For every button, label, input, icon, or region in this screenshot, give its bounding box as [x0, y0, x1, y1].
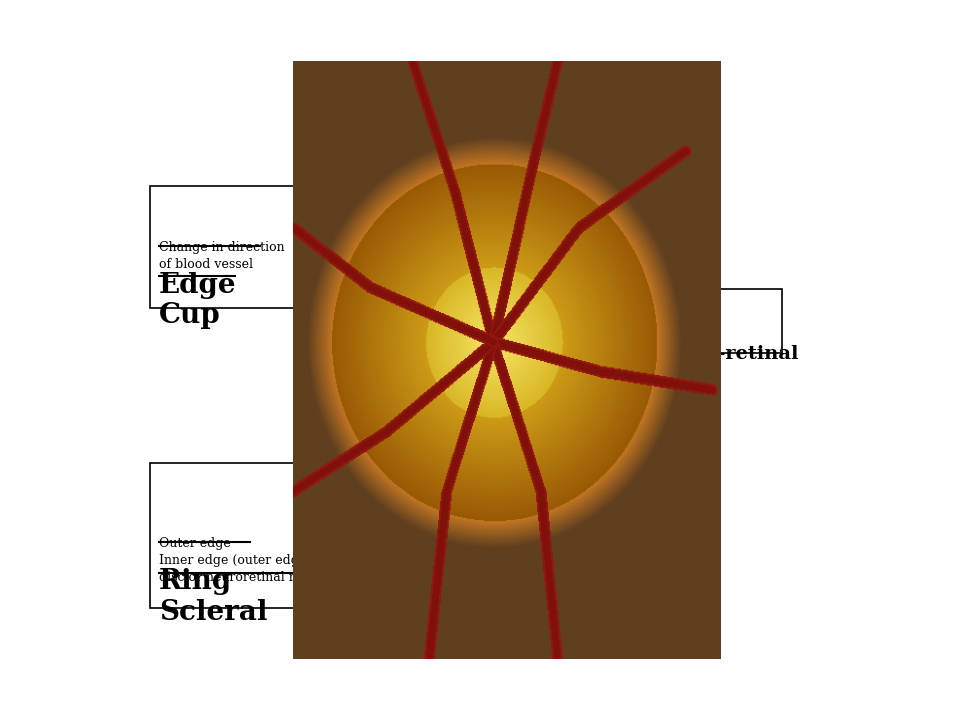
FancyBboxPatch shape: [641, 289, 782, 353]
FancyBboxPatch shape: [150, 186, 313, 308]
Text: Edge: Edge: [158, 272, 236, 299]
FancyBboxPatch shape: [150, 464, 313, 608]
Text: Ring: Ring: [158, 567, 232, 595]
Text: Cup: Cup: [158, 302, 221, 328]
Text: Scleral: Scleral: [158, 599, 267, 626]
Text: Outer edge
Inner edge (outer edge of
disc or neuroretinal rim: Outer edge Inner edge (outer edge of dis…: [158, 536, 322, 584]
Text: Neuro-retinal
rim: Neuro-retinal rim: [650, 345, 798, 385]
Text: Change in direction
of blood vessel: Change in direction of blood vessel: [158, 240, 284, 271]
